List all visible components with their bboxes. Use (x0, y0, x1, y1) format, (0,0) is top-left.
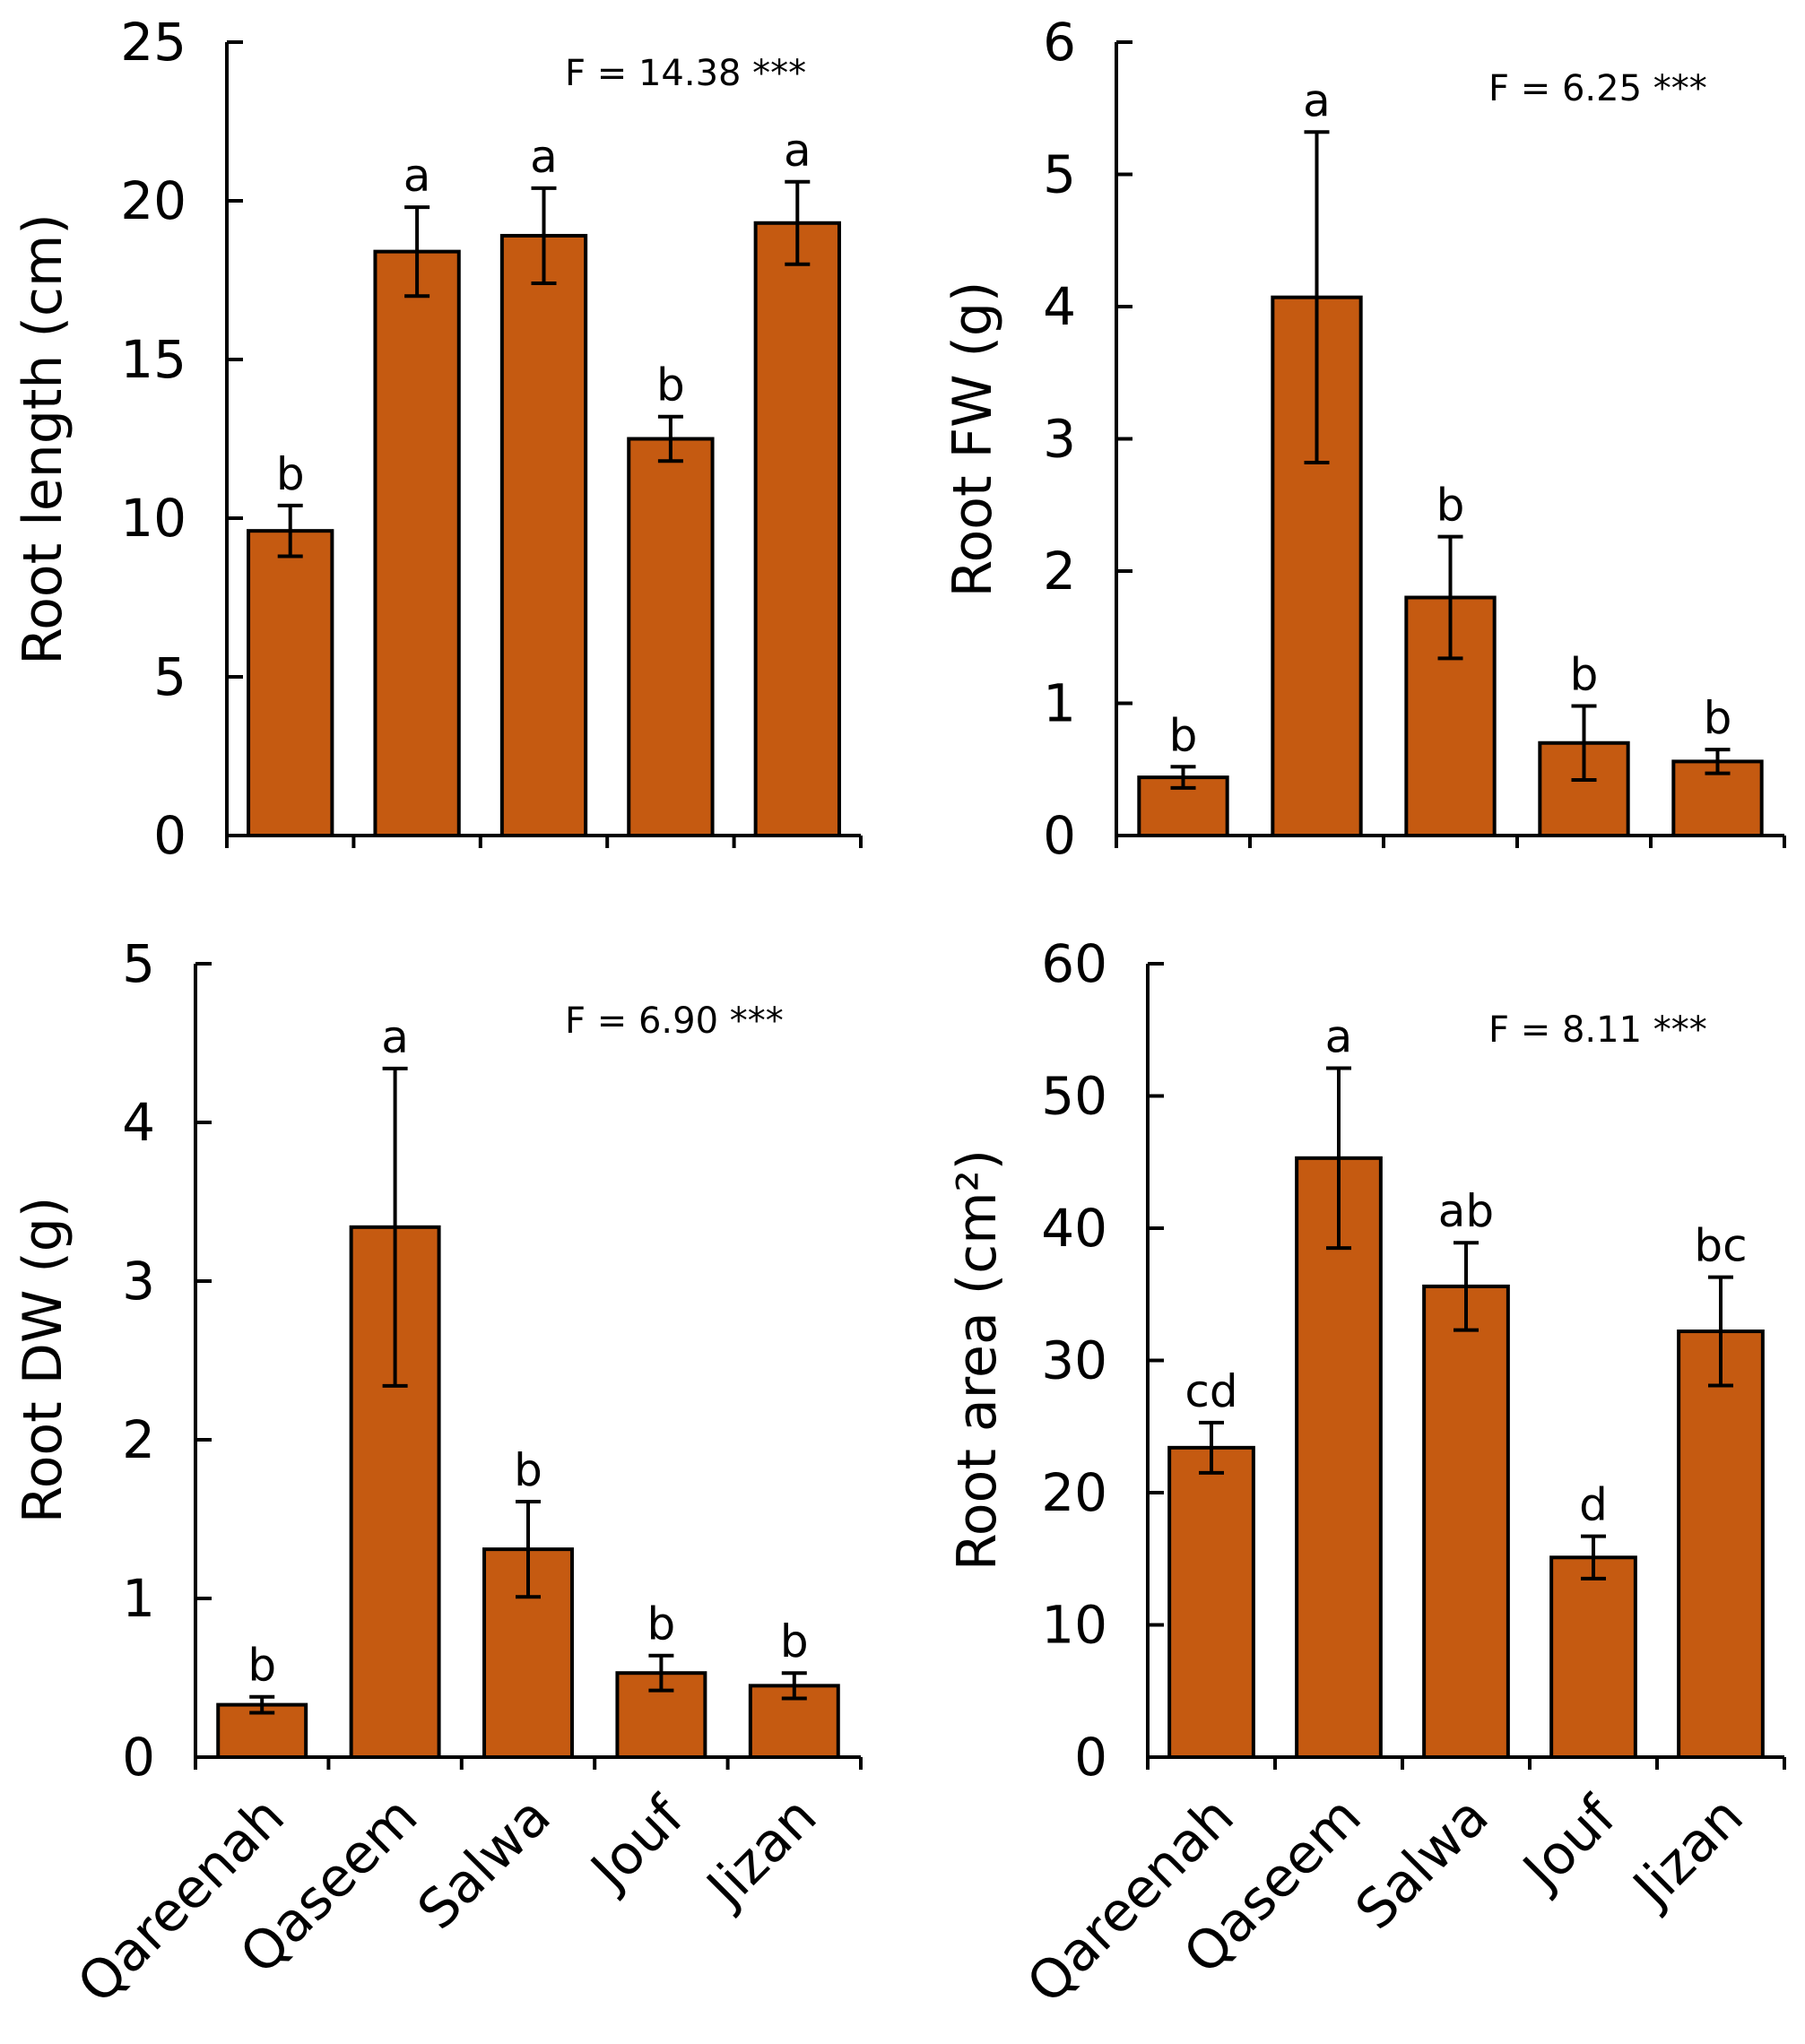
significance-letter: b (276, 448, 305, 500)
bar-qaseem (1295, 1156, 1383, 1759)
significance-letter: b (656, 359, 685, 411)
bar-qareenah (1167, 1445, 1255, 1759)
significance-letter: b (1169, 709, 1198, 761)
f-statistic-annotation: F = 14.38 *** (565, 53, 806, 94)
y-tick-label: 2 (122, 1409, 155, 1470)
y-tick-label: 2 (1043, 541, 1076, 602)
x-category-label: Jouf (1509, 1784, 1629, 1904)
y-tick-label: 20 (120, 170, 187, 231)
chart-panel-3: 0 1 2 3 4 5 b a b b b F = 6.90 *** Root DW (g) Qareen… (12, 933, 863, 2015)
bar-jizan (753, 221, 841, 837)
x-category-label: Jizan (693, 1785, 829, 1921)
chart-panel-4: 0 10 20 30 40 50 60 cd a ab d bc F = 8.11 *** Root ar… (946, 933, 1786, 2015)
significance-letter: a (530, 131, 558, 183)
bar-jouf (1549, 1555, 1637, 1760)
bar-qaseem (373, 249, 461, 837)
y-tick-label: 10 (120, 488, 187, 549)
chart-panel-2: 0 1 2 3 4 5 6 b a b b b F = 6.25 *** Root FW (g) (942, 12, 1786, 866)
y-tick-label: 50 (1041, 1066, 1107, 1127)
significance-letter: a (404, 150, 431, 202)
y-tick-label: 0 (122, 1727, 155, 1788)
y-tick-label: 3 (1043, 409, 1076, 470)
y-tick-label: 0 (1074, 1727, 1107, 1788)
f-statistic-annotation: F = 6.90 *** (565, 1000, 784, 1042)
y-tick-label: 4 (1043, 276, 1076, 337)
bar-salwa (1422, 1284, 1510, 1759)
significance-letter: d (1579, 1479, 1608, 1531)
y-axis-title: Root length (cm) (12, 213, 74, 665)
y-tick-label: 10 (1041, 1595, 1107, 1656)
f-statistic-annotation: F = 8.11 *** (1488, 1009, 1707, 1051)
y-tick-label: 15 (120, 329, 187, 390)
x-category-label: Jouf (577, 1784, 697, 1904)
bar-jizan (1677, 1329, 1765, 1760)
y-tick-label: 6 (1043, 12, 1076, 73)
y-tick-label: 20 (1041, 1462, 1107, 1523)
x-category-label: Jizan (1619, 1785, 1756, 1921)
significance-letter: b (780, 1615, 809, 1667)
significance-letter: a (1303, 74, 1331, 126)
y-tick-label: 25 (120, 12, 187, 73)
x-category-label: Qareenah (65, 1785, 296, 2015)
y-axis-title: Root area (cm²) (946, 1149, 1009, 1571)
significance-letter: cd (1185, 1365, 1237, 1417)
bar-qareenah (247, 529, 334, 837)
y-tick-label: 40 (1041, 1198, 1107, 1259)
significance-letter: a (1325, 1011, 1353, 1063)
y-tick-label: 5 (153, 646, 187, 707)
bar-jouf (627, 437, 715, 837)
significance-letter: a (784, 125, 811, 177)
y-tick-label: 4 (122, 1092, 155, 1153)
y-axis-title: Root DW (g) (12, 1197, 74, 1524)
f-statistic-annotation: F = 6.25 *** (1488, 68, 1707, 109)
significance-letter: b (1570, 648, 1599, 700)
y-tick-label: 3 (122, 1251, 155, 1312)
y-tick-label: 0 (153, 805, 187, 866)
x-category-label: Salwa (406, 1785, 563, 1942)
significance-letter: a (381, 1011, 409, 1063)
y-tick-label: 60 (1041, 933, 1107, 994)
y-tick-label: 0 (1043, 805, 1076, 866)
significance-letter: b (247, 1640, 276, 1692)
significance-letter: b (514, 1444, 542, 1496)
y-tick-label: 1 (122, 1568, 155, 1629)
x-category-label: Salwa (1344, 1785, 1501, 1942)
significance-letter: b (1436, 480, 1465, 532)
y-tick-label: 5 (122, 933, 155, 994)
y-tick-label: 5 (1043, 144, 1076, 205)
bar-salwa (499, 233, 588, 837)
significance-letter: b (647, 1598, 676, 1650)
significance-letter: b (1704, 692, 1732, 744)
significance-letter: ab (1438, 1185, 1494, 1237)
y-tick-label: 30 (1041, 1330, 1107, 1391)
y-tick-label: 1 (1043, 673, 1076, 734)
significance-letter: bc (1694, 1220, 1747, 1272)
y-axis-title: Root FW (g) (942, 281, 1004, 598)
